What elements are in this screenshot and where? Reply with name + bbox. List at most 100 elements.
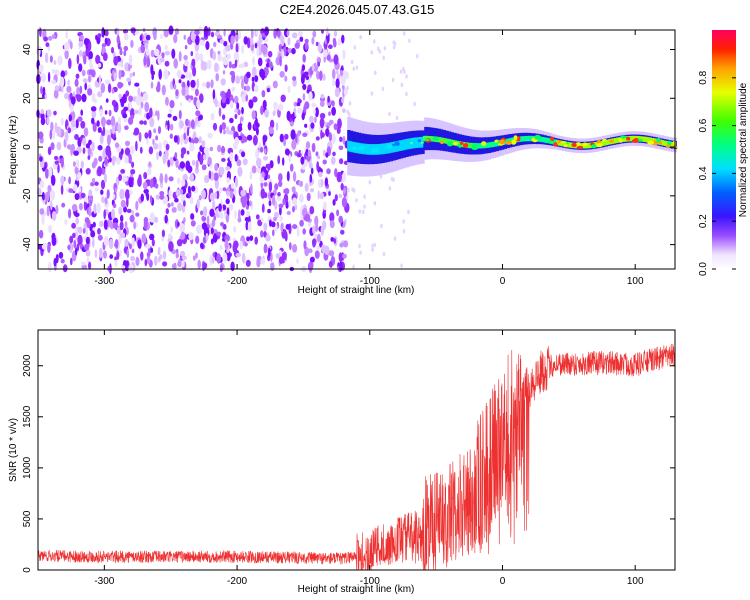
noise-blob — [79, 34, 84, 41]
spectrogram-x-ticks: -300 -200 -100 0 100 — [94, 30, 644, 287]
noise-blob — [194, 35, 200, 46]
noise-blob — [328, 260, 333, 268]
noise-blob — [250, 183, 253, 194]
noise-blob — [250, 29, 254, 39]
signal-core — [649, 137, 653, 143]
noise-blob — [302, 53, 307, 63]
noise-blob — [317, 61, 320, 67]
noise-blob — [332, 151, 336, 157]
signal-hotspot — [647, 140, 654, 145]
noise-blob — [53, 258, 57, 267]
noise-blob — [266, 87, 270, 93]
spectrogram-y-ticks: -40 -20 0 20 40 — [22, 44, 675, 252]
signal-hotspot — [471, 143, 478, 148]
noise-blob — [323, 201, 327, 211]
noise-blob — [346, 85, 349, 91]
signal-core — [637, 136, 641, 142]
noise-blob — [236, 159, 242, 167]
noise-blob — [324, 38, 327, 45]
signal-core — [418, 137, 422, 148]
noise-blob — [241, 151, 246, 158]
noise-blob — [225, 96, 231, 105]
noise-blob — [139, 146, 143, 154]
noise-blob — [161, 229, 165, 238]
noise-blob — [129, 72, 133, 78]
noise-blob — [179, 223, 185, 234]
noise-blob — [312, 30, 317, 38]
signal-core — [385, 143, 388, 154]
noise-blob — [209, 208, 215, 217]
noise-blob — [98, 155, 103, 162]
noise-blob — [183, 60, 189, 67]
noise-blob — [322, 73, 326, 81]
signal-core — [639, 136, 643, 142]
noise-blob — [96, 120, 100, 127]
noise-blob — [67, 244, 71, 251]
noise-blob — [198, 114, 203, 121]
noise-blob — [88, 205, 92, 217]
noise-blob — [48, 224, 53, 234]
noise-blob — [342, 108, 346, 113]
noise-blob — [72, 161, 76, 167]
noise-blob — [185, 118, 189, 127]
noise-blob — [150, 247, 154, 253]
noise-blob — [279, 133, 284, 143]
noise-blob — [130, 39, 134, 48]
noise-blob — [135, 140, 138, 152]
noise-blob — [352, 264, 355, 269]
noise-blob — [325, 152, 329, 158]
noise-blob — [117, 61, 123, 67]
signal-core — [604, 140, 607, 146]
noise-blob — [105, 98, 109, 103]
noise-blob — [327, 95, 330, 103]
noise-blob — [143, 56, 147, 66]
noise-blob — [74, 78, 79, 87]
noise-blob — [241, 252, 246, 264]
noise-blob — [103, 219, 108, 230]
noise-blob — [229, 100, 234, 109]
noise-blob — [306, 192, 311, 202]
noise-blob — [352, 66, 356, 71]
noise-blob — [41, 191, 45, 201]
noise-blob — [149, 195, 153, 204]
noise-blob — [234, 59, 238, 68]
noise-blob — [358, 243, 361, 249]
noise-blob — [148, 218, 151, 223]
noise-blob — [313, 109, 316, 115]
noise-blob — [206, 215, 210, 225]
noise-blob — [302, 93, 306, 101]
noise-blob — [226, 190, 230, 197]
noise-blob — [279, 256, 284, 265]
signal-hotspot — [424, 138, 430, 142]
signal-core — [478, 143, 481, 149]
noise-blob — [115, 157, 121, 165]
noise-blob — [128, 99, 132, 110]
signal-hotspot — [547, 140, 555, 144]
noise-blob — [330, 237, 335, 242]
noise-blob — [230, 261, 235, 272]
noise-blob — [255, 29, 259, 35]
noise-blob — [144, 42, 149, 50]
signal-core — [510, 137, 513, 144]
noise-blob — [235, 32, 239, 43]
noise-blob — [135, 95, 141, 106]
noise-blob — [129, 243, 132, 250]
noise-blob — [123, 33, 129, 41]
noise-blob — [161, 236, 165, 242]
signal-core — [560, 140, 563, 147]
noise-blob — [189, 142, 195, 152]
signal-hotspot — [590, 144, 597, 149]
noise-blob — [190, 213, 195, 220]
signal-core — [450, 139, 454, 145]
noise-blob — [177, 261, 182, 267]
noise-blob — [64, 70, 68, 76]
noise-blob — [292, 111, 295, 123]
noise-blob — [87, 147, 92, 156]
noise-blob — [85, 47, 89, 57]
noise-blob — [70, 104, 74, 113]
noise-blob — [155, 135, 159, 141]
noise-blob — [329, 220, 335, 229]
noise-blob — [254, 42, 258, 49]
noise-blob — [53, 89, 59, 99]
noise-blob — [47, 243, 51, 254]
